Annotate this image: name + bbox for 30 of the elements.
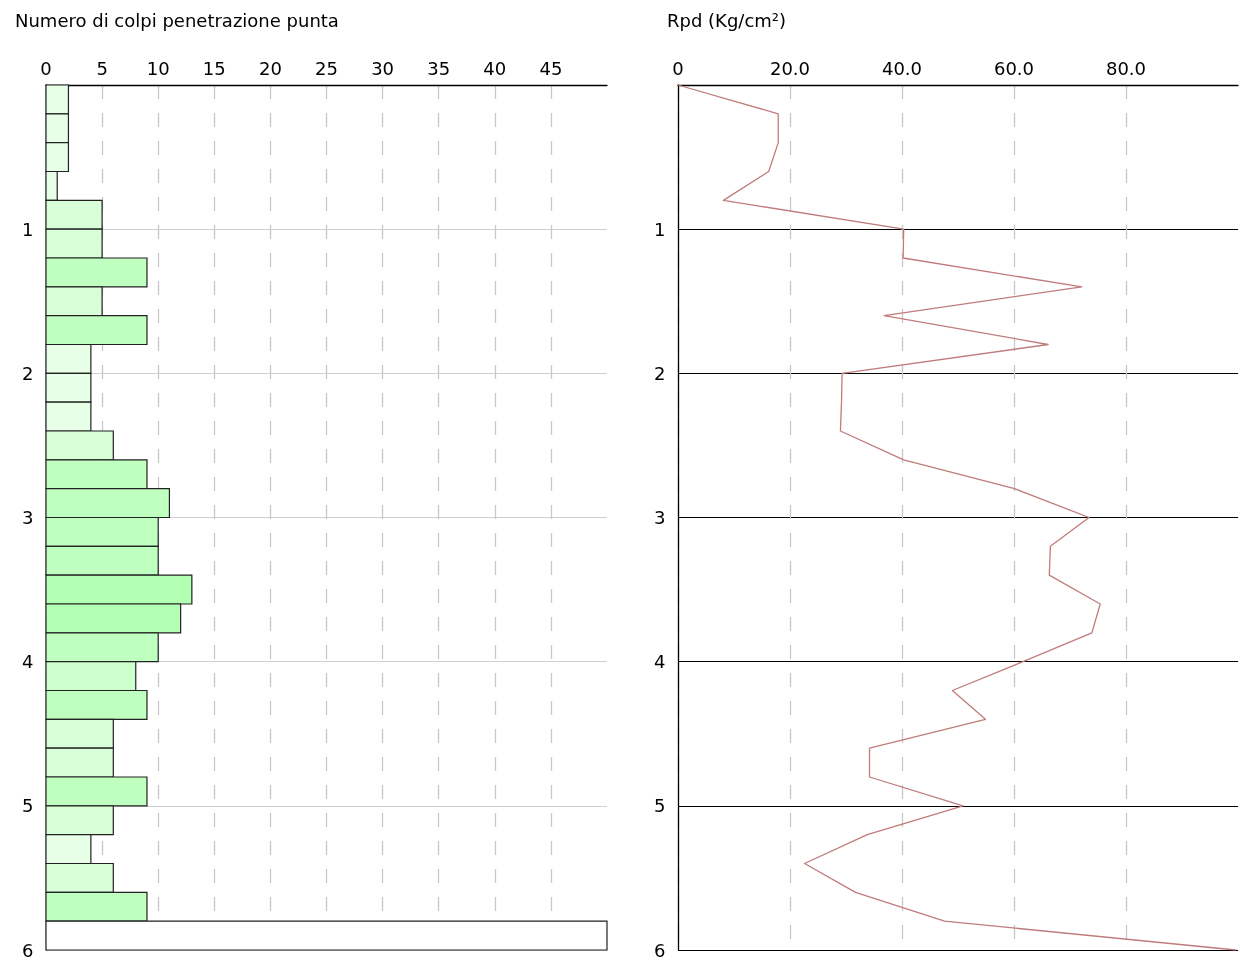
- x-tick-label: 20: [258, 57, 282, 79]
- x-tick-label: 40: [483, 57, 507, 79]
- y-tick-label: 2: [654, 362, 666, 384]
- x-tick-label: 35: [427, 57, 451, 79]
- x-tick-label: 5: [96, 57, 108, 79]
- x-tick-label: 60.0: [993, 57, 1035, 79]
- y-tick-label: 1: [654, 218, 666, 240]
- x-tick-label: 0: [40, 57, 52, 79]
- y-tick-label: 1: [22, 218, 34, 240]
- line-series: [677, 84, 1237, 951]
- x-tick-label: 15: [202, 57, 226, 79]
- x-tick-label: 10: [146, 57, 170, 79]
- chart-title: Rpd (Kg/cm²): [667, 9, 787, 31]
- x-tick-label: 25: [315, 57, 338, 79]
- x-tick-label: 20.0: [769, 57, 811, 79]
- x-tick-label: 45: [539, 57, 563, 79]
- y-tick-label: 3: [654, 507, 666, 528]
- x-tick-label: 40.0: [881, 57, 923, 79]
- y-tick-label: 5: [22, 795, 34, 817]
- y-tick-label: 5: [654, 795, 666, 817]
- x-tick-label: 0: [672, 57, 684, 79]
- x-tick-label: 80.0: [1105, 57, 1147, 79]
- y-tick-label: 2: [22, 362, 34, 384]
- x-tick-label: 30: [371, 57, 395, 79]
- y-tick-label: 6: [22, 939, 34, 961]
- y-tick-label: 4: [22, 651, 34, 673]
- y-tick-label: 3: [22, 507, 34, 528]
- chart-title: Numero di colpi penetrazione punta: [15, 9, 339, 31]
- y-tick-label: 4: [654, 651, 666, 673]
- y-tick-label: 6: [654, 939, 666, 961]
